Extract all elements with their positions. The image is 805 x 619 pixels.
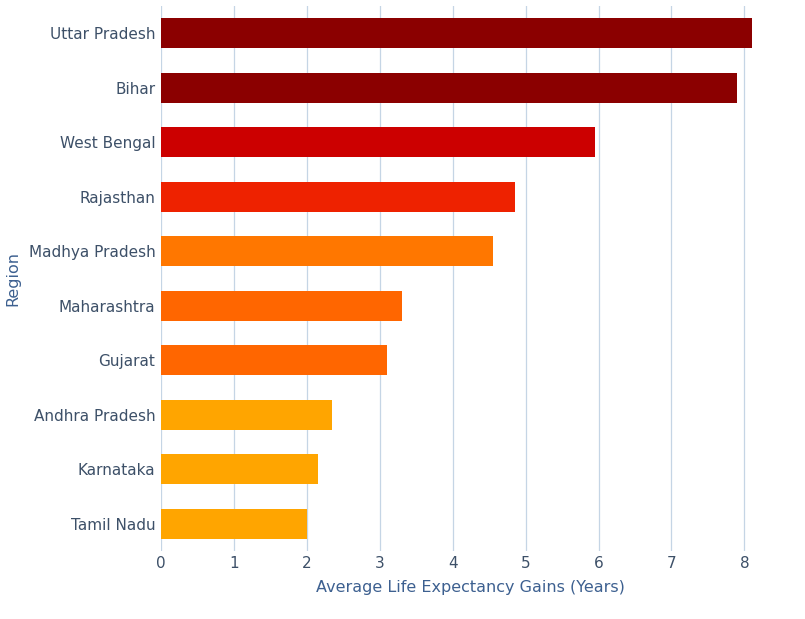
Bar (161, 182, 514, 212)
Bar (161, 454, 318, 484)
Bar (161, 128, 595, 157)
Bar (161, 19, 752, 48)
Bar (161, 73, 737, 103)
Bar (161, 345, 387, 375)
Bar (161, 400, 332, 430)
X-axis label: Average Life Expectancy Gains (Years): Average Life Expectancy Gains (Years) (316, 580, 625, 595)
Y-axis label: Region: Region (6, 251, 20, 306)
Bar (161, 291, 402, 321)
Bar (161, 509, 307, 539)
Bar (161, 236, 493, 266)
